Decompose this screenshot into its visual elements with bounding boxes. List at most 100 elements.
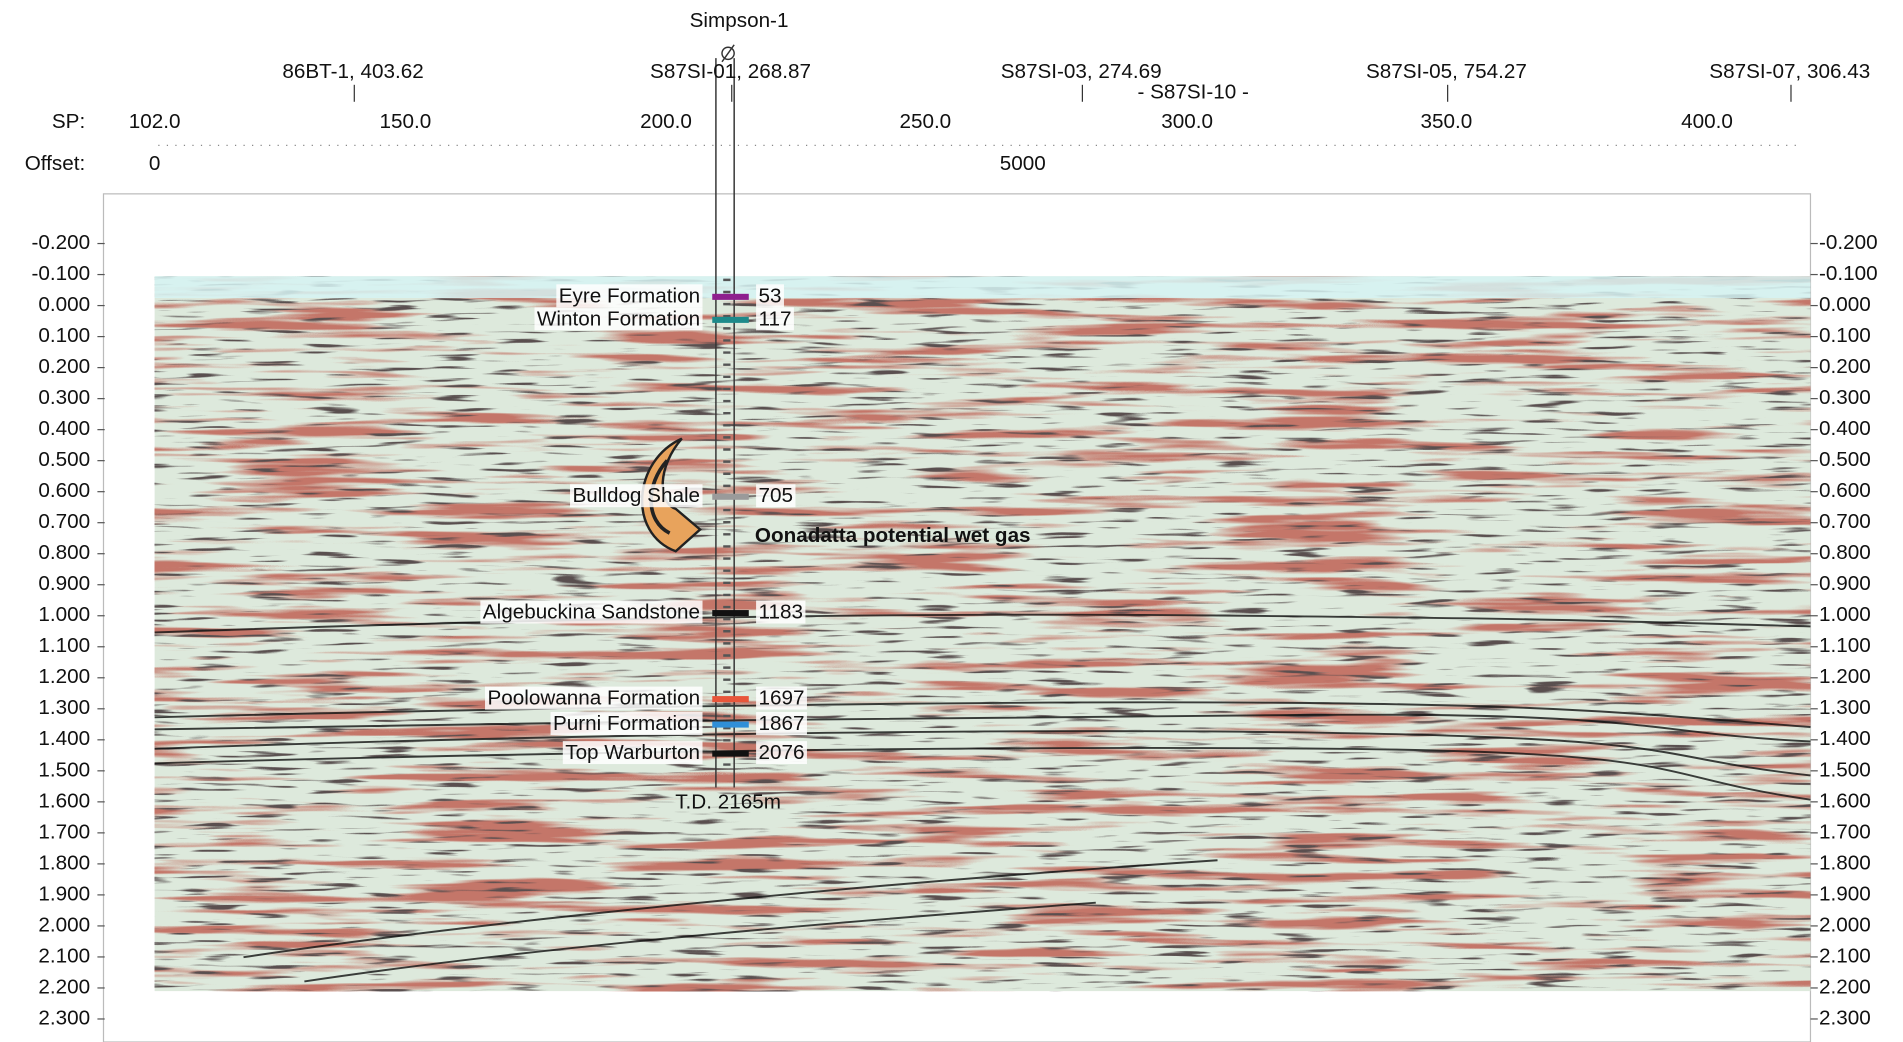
time-label-right: 0.100 bbox=[1819, 324, 1871, 347]
time-label-left: 1.600 bbox=[38, 789, 90, 812]
formation-depth: 117 bbox=[759, 307, 792, 330]
sp-value: 102.0 bbox=[129, 110, 181, 133]
time-label-right: 2.200 bbox=[1819, 975, 1871, 998]
time-label-left: 1.300 bbox=[38, 696, 90, 719]
time-label-right: -0.200 bbox=[1819, 231, 1878, 254]
formation-name-bg bbox=[480, 600, 703, 624]
formation-depth: 705 bbox=[759, 484, 794, 507]
formation-depth-bg bbox=[756, 284, 784, 308]
formation-depth-bg bbox=[756, 307, 794, 331]
time-label-right: 1.800 bbox=[1819, 851, 1871, 874]
offset-value: 0 bbox=[149, 152, 161, 175]
well-bore bbox=[715, 44, 735, 788]
time-label-left: 1.700 bbox=[38, 820, 90, 843]
time-label-left: -0.100 bbox=[31, 262, 90, 285]
formation-name-bg bbox=[550, 712, 703, 735]
time-label-left: 0.500 bbox=[38, 448, 90, 471]
time-label-right: 0.800 bbox=[1819, 541, 1871, 564]
horizons bbox=[154, 613, 1811, 983]
tie-label: S87SI-05, 754.27 bbox=[1366, 60, 1527, 83]
well-name: Simpson-1 bbox=[690, 9, 789, 32]
time-label-left: 0.300 bbox=[38, 386, 90, 409]
time-label-left: 0.100 bbox=[38, 324, 90, 347]
time-label-right: 0.200 bbox=[1819, 355, 1871, 378]
offset-label: Offset: bbox=[25, 152, 86, 175]
time-label-right: 0.000 bbox=[1819, 293, 1871, 316]
formation-name: Top Warburton bbox=[565, 741, 700, 764]
formation-name: Poolowanna Formation bbox=[487, 687, 700, 710]
time-label-left: 2.000 bbox=[38, 913, 90, 936]
total-depth: T.D. 2165m bbox=[675, 791, 781, 814]
formation-marker bbox=[712, 750, 749, 757]
tie-center-label: - S87SI-10 - bbox=[1137, 81, 1248, 104]
time-label-right: 1.500 bbox=[1819, 758, 1871, 781]
time-label-right: 0.500 bbox=[1819, 448, 1871, 471]
formation-name: Winton Formation bbox=[537, 307, 700, 330]
time-label-right: 0.900 bbox=[1819, 572, 1871, 595]
time-label-left: 2.200 bbox=[38, 975, 90, 998]
time-label-right: 1.300 bbox=[1819, 696, 1871, 719]
time-label-left: 2.100 bbox=[38, 944, 90, 967]
time-label-right: 0.600 bbox=[1819, 479, 1871, 502]
time-label-left: 1.800 bbox=[38, 851, 90, 874]
top-band bbox=[154, 276, 1811, 299]
time-label-left: 0.400 bbox=[38, 417, 90, 440]
formation-depth-bg bbox=[756, 741, 807, 765]
formation-marker bbox=[712, 721, 749, 728]
seismic-texture bbox=[154, 276, 1811, 992]
formation-name-bg bbox=[562, 741, 703, 765]
sp-label: SP: bbox=[52, 110, 85, 133]
time-label-left: -0.200 bbox=[31, 231, 90, 254]
time-label-left: 1.000 bbox=[38, 603, 90, 626]
sp-value: 200.0 bbox=[640, 110, 692, 133]
formation-marker bbox=[712, 493, 749, 500]
time-label-right: 2.300 bbox=[1819, 1006, 1871, 1029]
formation-depth: 2076 bbox=[759, 741, 805, 764]
formation-marker bbox=[712, 316, 749, 323]
time-label-left: 0.000 bbox=[38, 293, 90, 316]
time-label-right: 2.000 bbox=[1819, 913, 1871, 936]
time-label-left: 0.800 bbox=[38, 541, 90, 564]
sp-value: 250.0 bbox=[899, 110, 951, 133]
time-label-left: 1.400 bbox=[38, 727, 90, 750]
formation-depth: 53 bbox=[759, 284, 782, 307]
tie-label: 86BT-1, 403.62 bbox=[282, 60, 423, 83]
formation-depth: 1867 bbox=[759, 712, 805, 735]
time-label-right: 0.700 bbox=[1819, 510, 1871, 533]
formation-depth: 1697 bbox=[759, 687, 805, 710]
time-label-right: 1.900 bbox=[1819, 882, 1871, 905]
formation-depth-bg bbox=[756, 600, 806, 624]
time-label-right: 0.400 bbox=[1819, 417, 1871, 440]
sp-value: 150.0 bbox=[380, 110, 432, 133]
time-label-left: 1.500 bbox=[38, 758, 90, 781]
formation-name-bg bbox=[485, 686, 703, 710]
formation-name: Algebuckina Sandstone bbox=[483, 601, 700, 624]
time-label-left: 1.900 bbox=[38, 882, 90, 905]
offset-value: 5000 bbox=[1000, 152, 1046, 175]
time-label-left: 0.900 bbox=[38, 572, 90, 595]
tie-label: S87SI-01, 268.87 bbox=[650, 60, 811, 83]
time-label-left: 0.600 bbox=[38, 479, 90, 502]
formation-name-bg bbox=[556, 284, 703, 308]
time-label-left: 1.200 bbox=[38, 665, 90, 688]
time-label-left: 1.100 bbox=[38, 634, 90, 657]
formation-marker bbox=[712, 293, 749, 300]
tie-label: S87SI-07, 306.43 bbox=[1709, 60, 1870, 83]
time-label-right: 1.200 bbox=[1819, 665, 1871, 688]
sp-value: 400.0 bbox=[1681, 110, 1733, 133]
formation-depth: 1183 bbox=[759, 601, 803, 624]
formation-depth-bg bbox=[756, 686, 807, 710]
time-label-right: 1.600 bbox=[1819, 789, 1871, 812]
formation-depth-bg bbox=[756, 484, 796, 508]
formation-depth-bg bbox=[756, 712, 807, 735]
formation-name: Purni Formation bbox=[553, 712, 700, 735]
time-label-right: 1.400 bbox=[1819, 727, 1871, 750]
formation-marker bbox=[712, 696, 749, 703]
formation-name: Eyre Formation bbox=[559, 284, 700, 307]
time-label-right: 1.700 bbox=[1819, 820, 1871, 843]
formation-name-bg bbox=[570, 484, 703, 508]
sp-value: 350.0 bbox=[1421, 110, 1473, 133]
time-label-left: 0.700 bbox=[38, 510, 90, 533]
time-label-right: 1.100 bbox=[1819, 634, 1871, 657]
